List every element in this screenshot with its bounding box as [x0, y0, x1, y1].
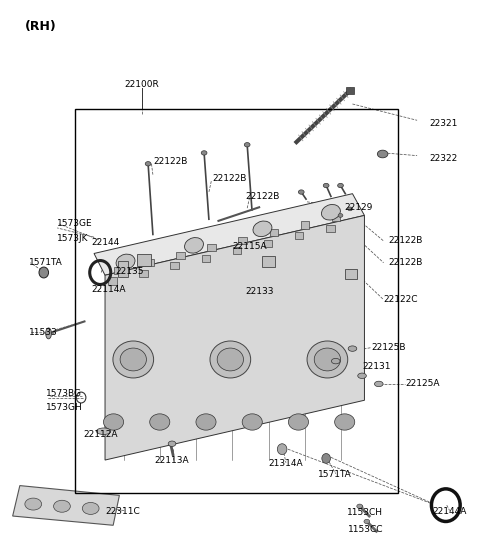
Bar	[345, 269, 357, 279]
Bar	[139, 270, 148, 277]
Text: 22322: 22322	[429, 154, 457, 163]
Ellipse shape	[307, 341, 348, 378]
Ellipse shape	[201, 151, 207, 155]
Text: 22112A: 22112A	[83, 430, 118, 439]
Bar	[202, 255, 210, 262]
Bar	[264, 240, 272, 247]
Ellipse shape	[196, 414, 216, 430]
Text: 1573BG: 1573BG	[46, 389, 82, 398]
Ellipse shape	[25, 498, 42, 510]
Ellipse shape	[314, 348, 340, 371]
Ellipse shape	[82, 502, 99, 514]
Text: 22122C: 22122C	[384, 295, 418, 304]
Text: 1153CC: 1153CC	[348, 525, 383, 534]
Bar	[75, 110, 398, 493]
Bar	[239, 237, 247, 244]
Ellipse shape	[96, 428, 111, 434]
Ellipse shape	[358, 373, 366, 379]
Circle shape	[322, 453, 330, 463]
Text: 22115A: 22115A	[232, 242, 267, 251]
Text: 22144: 22144	[91, 238, 119, 247]
Bar	[207, 244, 216, 251]
Text: 22100R: 22100R	[124, 81, 159, 89]
Bar	[170, 262, 179, 269]
Ellipse shape	[253, 221, 272, 237]
Ellipse shape	[323, 183, 329, 187]
Text: 22122B: 22122B	[388, 237, 423, 245]
Ellipse shape	[150, 414, 170, 430]
Ellipse shape	[210, 341, 251, 378]
Text: 22122B: 22122B	[154, 156, 188, 166]
Ellipse shape	[299, 190, 304, 194]
Polygon shape	[12, 486, 120, 525]
Bar	[176, 252, 185, 259]
Ellipse shape	[331, 359, 340, 364]
Circle shape	[39, 267, 48, 278]
Bar	[233, 247, 241, 255]
Ellipse shape	[145, 162, 151, 166]
Text: 22114A: 22114A	[91, 286, 126, 294]
Ellipse shape	[377, 150, 388, 158]
Ellipse shape	[113, 341, 154, 378]
Text: 22133: 22133	[245, 287, 274, 296]
Bar	[295, 232, 303, 239]
Bar	[346, 87, 354, 94]
Text: 22311C: 22311C	[106, 507, 140, 516]
Text: (RH): (RH)	[24, 20, 56, 33]
Bar	[262, 256, 275, 267]
Text: 22125B: 22125B	[372, 343, 406, 352]
Text: 22321: 22321	[429, 118, 457, 128]
Text: 22122B: 22122B	[246, 192, 280, 201]
Ellipse shape	[335, 414, 355, 430]
Ellipse shape	[348, 207, 352, 211]
Circle shape	[277, 444, 287, 455]
Ellipse shape	[338, 214, 343, 217]
Text: 22113A: 22113A	[155, 456, 189, 464]
Text: 22122B: 22122B	[388, 258, 423, 267]
Ellipse shape	[244, 143, 250, 147]
Bar	[108, 277, 117, 284]
Bar	[326, 225, 335, 232]
Bar	[137, 254, 152, 266]
Text: 1573GE: 1573GE	[57, 219, 93, 228]
Ellipse shape	[120, 348, 146, 371]
Ellipse shape	[116, 254, 135, 270]
Ellipse shape	[357, 504, 362, 508]
Text: 22122B: 22122B	[212, 174, 247, 184]
Ellipse shape	[374, 381, 383, 386]
Ellipse shape	[348, 346, 357, 352]
Polygon shape	[105, 215, 364, 460]
Bar	[300, 221, 309, 228]
Ellipse shape	[337, 183, 343, 187]
Text: 1573JK: 1573JK	[57, 234, 89, 243]
Text: 1571TA: 1571TA	[318, 470, 352, 479]
Text: 22129: 22129	[344, 203, 372, 212]
Text: 1153CH: 1153CH	[348, 508, 384, 517]
Text: 1573GH: 1573GH	[46, 403, 83, 412]
Bar	[332, 214, 340, 221]
Bar	[145, 259, 154, 266]
Bar	[269, 229, 278, 236]
Text: 1571TA: 1571TA	[29, 258, 63, 267]
Ellipse shape	[242, 414, 262, 430]
Text: 22144A: 22144A	[432, 507, 467, 516]
Bar	[118, 261, 129, 277]
Ellipse shape	[46, 328, 51, 339]
Ellipse shape	[104, 414, 123, 430]
Ellipse shape	[364, 519, 370, 524]
Ellipse shape	[217, 348, 243, 371]
Text: 22131: 22131	[362, 361, 391, 371]
Ellipse shape	[168, 441, 176, 446]
Ellipse shape	[288, 414, 309, 430]
Text: 21314A: 21314A	[268, 459, 303, 468]
Text: 22135: 22135	[116, 267, 144, 276]
Ellipse shape	[184, 238, 204, 253]
Text: 22125A: 22125A	[405, 379, 440, 389]
Bar	[114, 267, 122, 274]
Ellipse shape	[322, 204, 340, 220]
Polygon shape	[94, 193, 364, 275]
Ellipse shape	[54, 500, 71, 512]
Text: 11533: 11533	[29, 328, 58, 337]
